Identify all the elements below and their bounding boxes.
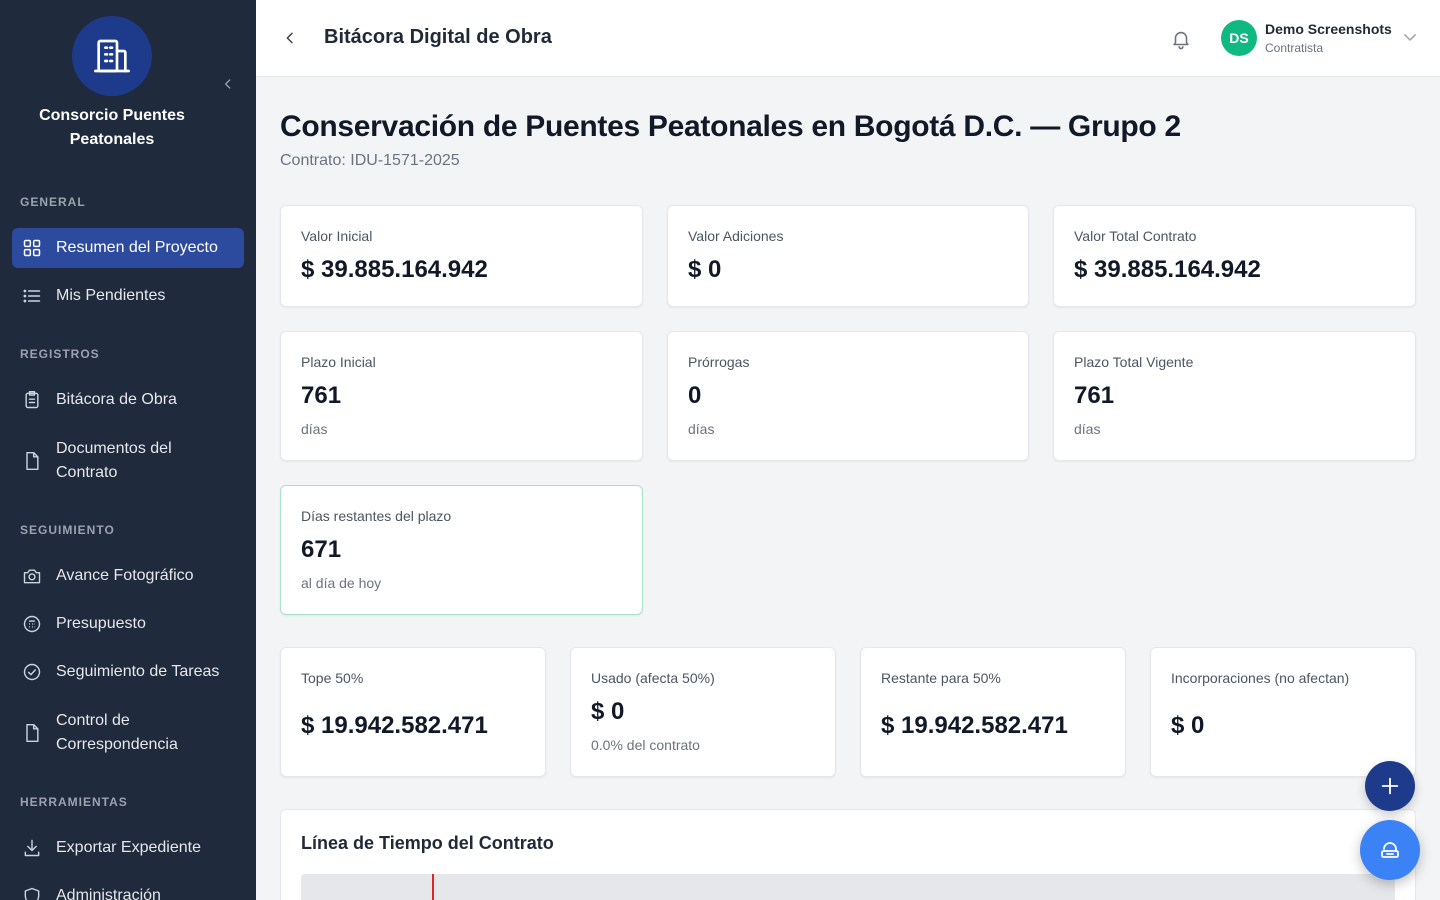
card-prorrogas: Prórrogas 0 días [667,331,1029,461]
card-value: $ 19.942.582.471 [881,712,1068,739]
assistant-button[interactable] [1360,820,1420,880]
card-value: $ 39.885.164.942 [301,256,488,283]
card-value: 761 [1074,382,1115,409]
sidebar-item-pendientes[interactable]: Mis Pendientes [12,276,244,316]
card-value: $ 39.885.164.942 [1074,256,1261,283]
app-title: Bitácora Digital de Obra [324,26,552,48]
card-value: $ 0 [688,256,722,283]
add-button[interactable] [1365,761,1415,811]
chevron-down-icon [1404,34,1416,41]
sidebar-item-correspondencia[interactable]: Control de Correspondencia [12,706,244,760]
download-icon [22,838,42,858]
sidebar-item-exportar[interactable]: Exportar Expediente [12,828,244,868]
document-icon [22,451,42,471]
section-label-general: GENERAL [20,195,86,209]
card-value: 671 [301,536,342,563]
card-plazo-total: Plazo Total Vigente 761 días [1053,331,1416,461]
section-label-herramientas: HERRAMIENTAS [20,795,128,809]
sidebar: Consorcio Puentes Peatonales GENERAL Res… [0,0,256,900]
sidebar-item-label: Avance Fotográfico [56,567,194,584]
card-value: $ 19.942.582.471 [301,712,488,739]
sidebar-item-bitacora[interactable]: Bitácora de Obra [12,380,244,420]
chevron-left-icon [286,32,293,44]
sidebar-item-avance[interactable]: Avance Fotográfico [12,556,244,596]
org-name: Consorcio Puentes Peatonales [39,107,185,148]
page-title: Conservación de Puentes Peatonales en Bo… [280,110,1181,143]
sidebar-item-label: Exportar Expediente [56,839,201,856]
card-label: Tope 50% [301,670,364,686]
user-menu-toggle[interactable] [1401,28,1419,46]
contract-number: Contrato: IDU-1571-2025 [280,152,460,169]
card-label: Restante para 50% [881,670,1001,686]
card-value: $ 0 [591,698,625,725]
sidebar-collapse-button[interactable] [218,74,238,94]
chevron-left-icon [225,79,231,89]
user-name[interactable]: Demo Screenshots [1265,21,1392,37]
timeline-today-marker [432,874,434,900]
sidebar-item-label: Presupuesto [56,615,146,632]
plus-icon [1381,777,1399,795]
card-incorporaciones: Incorporaciones (no afectan) $ 0 [1150,647,1416,777]
sidebar-item-label: Bitácora de Obra [56,391,177,408]
building-icon [94,39,131,73]
assistant-icon [1381,842,1399,858]
notifications-button[interactable] [1170,28,1192,50]
timeline-card: Línea de Tiempo del Contrato [280,809,1416,900]
sidebar-item-label: Seguimiento de Tareas [56,663,220,680]
card-label: Prórrogas [688,354,750,370]
card-unit: días [301,421,328,437]
card-value: 761 [301,382,342,409]
back-button[interactable] [280,28,300,48]
document-icon [22,723,42,743]
sidebar-item-label: Control de Correspondencia [56,712,178,753]
card-valor-adiciones: Valor Adiciones $ 0 [667,205,1029,307]
sidebar-item-label: Mis Pendientes [56,287,166,304]
card-dias-restantes: Días restantes del plazo 671 al día de h… [280,485,643,615]
sidebar-item-tareas[interactable]: Seguimiento de Tareas [12,652,244,692]
card-unit: 0.0% del contrato [591,737,700,753]
sidebar-item-label: Documentos del Contrato [56,440,172,481]
sidebar-item-label: Administración [56,887,161,900]
shield-icon [22,886,42,900]
sidebar-item-resumen[interactable]: Resumen del Proyecto [12,228,244,268]
card-unit: días [688,421,715,437]
card-plazo-inicial: Plazo Inicial 761 días [280,331,643,461]
card-restante: Restante para 50% $ 19.942.582.471 [860,647,1126,777]
calculator-icon [22,614,42,634]
check-circle-icon [22,662,42,682]
card-label: Plazo Inicial [301,354,376,370]
sidebar-item-presupuesto[interactable]: Presupuesto [12,604,244,644]
card-usado: Usado (afecta 50%) $ 0 0.0% del contrato [570,647,836,777]
card-label: Incorporaciones (no afectan) [1171,670,1350,686]
list-icon [22,286,42,306]
card-unit: al día de hoy [301,575,382,591]
timeline-title: Línea de Tiempo del Contrato [301,833,554,853]
card-label: Valor Adiciones [688,228,784,244]
card-tope: Tope 50% $ 19.942.582.471 [280,647,546,777]
bell-icon [1173,31,1189,50]
card-label: Valor Inicial [301,228,373,244]
user-role: Contratista [1265,41,1324,55]
card-label: Días restantes del plazo [301,508,452,524]
timeline-bar [301,874,1395,900]
avatar[interactable]: DS [1221,20,1257,56]
section-label-registros: REGISTROS [20,347,100,361]
card-value: 0 [688,382,702,409]
camera-icon [22,566,42,586]
card-label: Valor Total Contrato [1074,228,1197,244]
sidebar-item-documentos[interactable]: Documentos del Contrato [12,434,244,488]
top-header: Bitácora Digital de Obra DS Demo Screens… [256,0,1440,77]
card-value: $ 0 [1171,712,1205,739]
card-valor-total: Valor Total Contrato $ 39.885.164.942 [1053,205,1416,307]
sidebar-item-label: Resumen del Proyecto [56,239,218,256]
card-label: Usado (afecta 50%) [591,670,715,686]
org-logo [72,16,152,96]
sidebar-item-administracion[interactable]: Administración [12,876,244,900]
card-unit: días [1074,421,1101,437]
card-valor-inicial: Valor Inicial $ 39.885.164.942 [280,205,643,307]
grid-icon [22,238,42,258]
clipboard-icon [22,390,42,410]
card-label: Plazo Total Vigente [1074,354,1194,370]
section-label-seguimiento: SEGUIMIENTO [20,523,115,537]
